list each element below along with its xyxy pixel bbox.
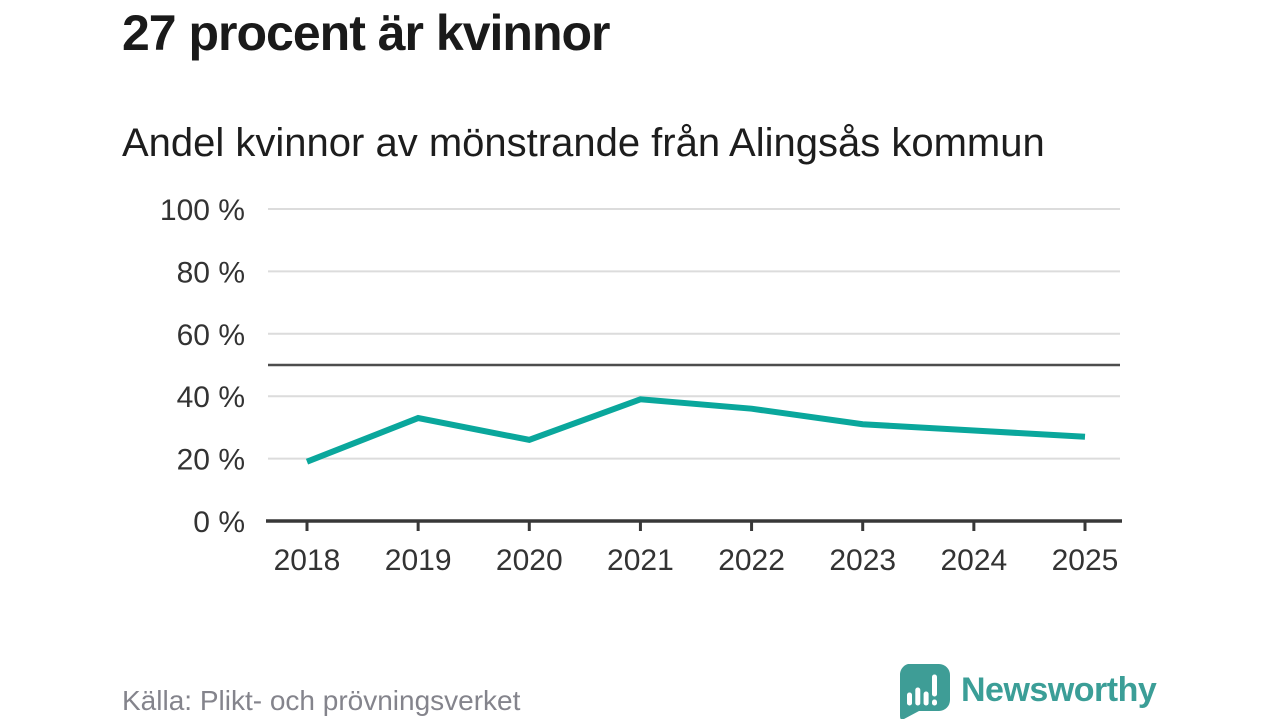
speech-bubble-shape	[899, 664, 950, 719]
x-tick-label: 2020	[496, 544, 563, 577]
bar-chart-speech-bubble-icon	[899, 664, 950, 719]
logo-bar-1	[907, 692, 912, 706]
data-line	[305, 396, 1086, 465]
x-tick-label: 2024	[940, 544, 1007, 577]
x-tick-label: 2018	[274, 544, 341, 577]
y-tick-label: 80 %	[177, 256, 245, 289]
y-tick-label: 60 %	[177, 319, 245, 352]
x-tick-label: 2021	[607, 544, 674, 577]
logo-bar-2	[915, 687, 921, 706]
source-note: Källa: Plikt- och prövningsverket	[122, 685, 521, 716]
y-tick-label: 20 %	[177, 444, 245, 477]
y-tick-label: 100 %	[160, 194, 245, 227]
chart-subtitle: Andel kvinnor av mönstrande från Alingså…	[122, 121, 1045, 165]
logo-exclamation-dot	[932, 699, 937, 706]
chart-title: 27 procent är kvinnor	[122, 5, 610, 61]
y-tick-label: 40 %	[177, 381, 245, 414]
x-tick-label: 2022	[718, 544, 785, 577]
logo-exclamation-bar	[932, 674, 937, 697]
x-tick-label: 2023	[829, 544, 896, 577]
brand-wordmark: Newsworthy	[961, 671, 1157, 709]
y-tick-label: 0 %	[193, 506, 245, 539]
logo-bar-3	[923, 691, 929, 706]
x-tick-label: 2019	[385, 544, 452, 577]
x-tick-label: 2025	[1052, 544, 1119, 577]
